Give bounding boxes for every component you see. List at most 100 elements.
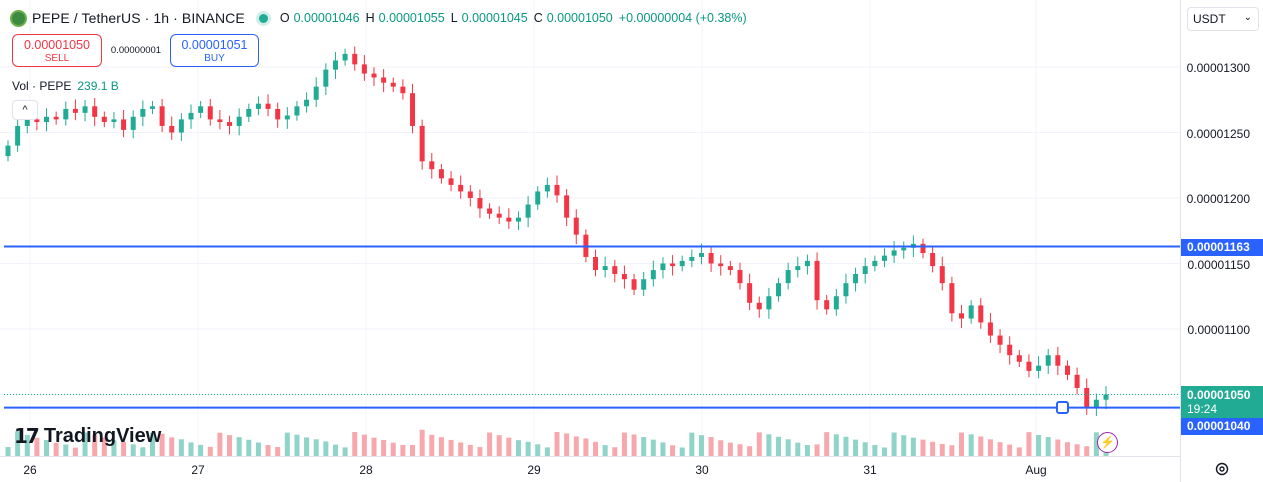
candle-body — [824, 300, 830, 310]
candle-body — [814, 260, 820, 301]
candle-body — [650, 270, 656, 280]
candle-body — [63, 108, 69, 120]
volume-bar — [323, 441, 329, 456]
volume-bar — [111, 440, 117, 456]
volume-bar — [361, 434, 367, 456]
volume-bar — [766, 434, 772, 456]
support-price-tag[interactable]: 0.00001040 — [1181, 418, 1263, 435]
candle-body — [987, 322, 993, 336]
candle-body — [121, 119, 127, 130]
volume-bar — [679, 447, 685, 456]
candle-body — [361, 64, 367, 74]
tradingview-logo[interactable]: 17 TradingView — [14, 424, 161, 448]
volume-bar — [920, 439, 926, 456]
candle-body — [111, 119, 117, 123]
volume-bar — [390, 442, 396, 456]
time-scale[interactable]: 26 27 28 29 30 31 Aug — [0, 456, 1180, 482]
candlestick-chart[interactable] — [0, 0, 1180, 456]
volume-bar — [438, 437, 444, 456]
currency-select[interactable]: USDT ⌄ — [1187, 7, 1259, 31]
volume-bar — [467, 444, 473, 456]
volume-label: Vol · PEPE — [12, 79, 72, 93]
candle-body — [101, 116, 107, 123]
volume-bar — [804, 445, 810, 456]
volume-bar — [824, 432, 830, 456]
time-label: 28 — [359, 463, 373, 477]
volume-value: 239.1 B — [77, 79, 119, 93]
volume-bar — [24, 434, 30, 456]
volume-bar — [72, 447, 78, 456]
volume-bar — [371, 437, 377, 456]
current-price-tag[interactable]: 0.00001050 19:24 — [1181, 386, 1263, 418]
volume-bar — [795, 442, 801, 456]
close-value: 0.00001050 — [546, 11, 613, 25]
volume-bar — [910, 437, 916, 456]
candle-body — [255, 103, 261, 109]
volume-bar — [727, 442, 733, 456]
candle-body — [525, 204, 531, 218]
volume-bar — [670, 445, 676, 456]
lightning-icon[interactable]: ⚡ — [1097, 432, 1118, 453]
volume-bar — [188, 442, 194, 456]
candle-body — [698, 253, 704, 257]
resistance-price-tag[interactable]: 0.00001163 — [1181, 239, 1263, 256]
candle-body — [34, 119, 40, 123]
volume-bar — [785, 439, 791, 456]
volume-bar — [939, 443, 945, 456]
volume-bar — [429, 434, 435, 456]
candle-body — [390, 82, 396, 87]
sell-price: 0.00001050 — [23, 38, 91, 52]
alert-handle[interactable] — [1056, 401, 1069, 414]
volume-bar — [660, 442, 666, 456]
buy-button[interactable]: 0.00001051 BUY — [170, 34, 259, 67]
pepe-logo-icon[interactable] — [10, 9, 27, 27]
candle-body — [294, 106, 300, 116]
volume-bar — [621, 432, 627, 456]
volume-bar — [853, 439, 859, 456]
volume-bar — [419, 429, 425, 456]
current-price-value: 0.00001050 — [1187, 388, 1251, 402]
volume-bar — [930, 441, 936, 456]
volume-bar — [573, 436, 579, 456]
candle-body — [178, 119, 184, 133]
price-scale[interactable]: USDT ⌄ 0.00001300 0.00001250 0.00001200 … — [1180, 0, 1263, 482]
gear-icon[interactable] — [1214, 461, 1230, 477]
time-label: 26 — [23, 463, 37, 477]
candle-body — [506, 217, 512, 222]
candle-body — [535, 191, 541, 205]
candle-body — [1093, 399, 1099, 408]
candle-body — [1007, 344, 1013, 356]
change-value: +0.00000004 (+0.38%) — [618, 11, 747, 25]
volume-bar — [959, 432, 965, 456]
chevron-up-icon[interactable]: ^ — [12, 100, 38, 120]
volume-bar — [332, 444, 338, 456]
volume-bar — [833, 434, 839, 456]
volume-legend[interactable]: Vol · PEPE 239.1 B — [12, 79, 119, 93]
time-label: 27 — [191, 463, 205, 477]
volume-bar — [275, 447, 281, 456]
volume-bar — [458, 442, 464, 456]
candle-body — [660, 263, 666, 271]
buy-price: 0.00001051 — [181, 38, 248, 52]
chart-pane[interactable]: PEPE / TetherUS · 1h · BINANCE O 0.000010… — [0, 0, 1180, 456]
candle-body — [217, 119, 223, 123]
volume-bar — [207, 446, 213, 456]
volume-bar — [63, 444, 69, 456]
price-tick: 0.00001300 — [1186, 61, 1250, 75]
candle-body — [448, 178, 454, 185]
open-value: 0.00001046 — [293, 11, 360, 25]
volume-bar — [862, 442, 868, 456]
volume-bar — [246, 439, 252, 456]
sell-button[interactable]: 0.00001050 SELL — [12, 34, 102, 67]
candle-body — [410, 93, 416, 126]
candle-body — [747, 283, 753, 303]
volume-bar — [843, 436, 849, 456]
volume-bar — [901, 435, 907, 456]
candle-body — [1103, 394, 1109, 400]
volume-bar — [1093, 432, 1099, 456]
volume-bar — [496, 435, 502, 456]
buy-label: BUY — [204, 53, 225, 64]
candle-body — [833, 296, 839, 310]
symbol-title[interactable]: PEPE / TetherUS · 1h · BINANCE — [32, 10, 245, 26]
candle-body — [496, 213, 502, 218]
